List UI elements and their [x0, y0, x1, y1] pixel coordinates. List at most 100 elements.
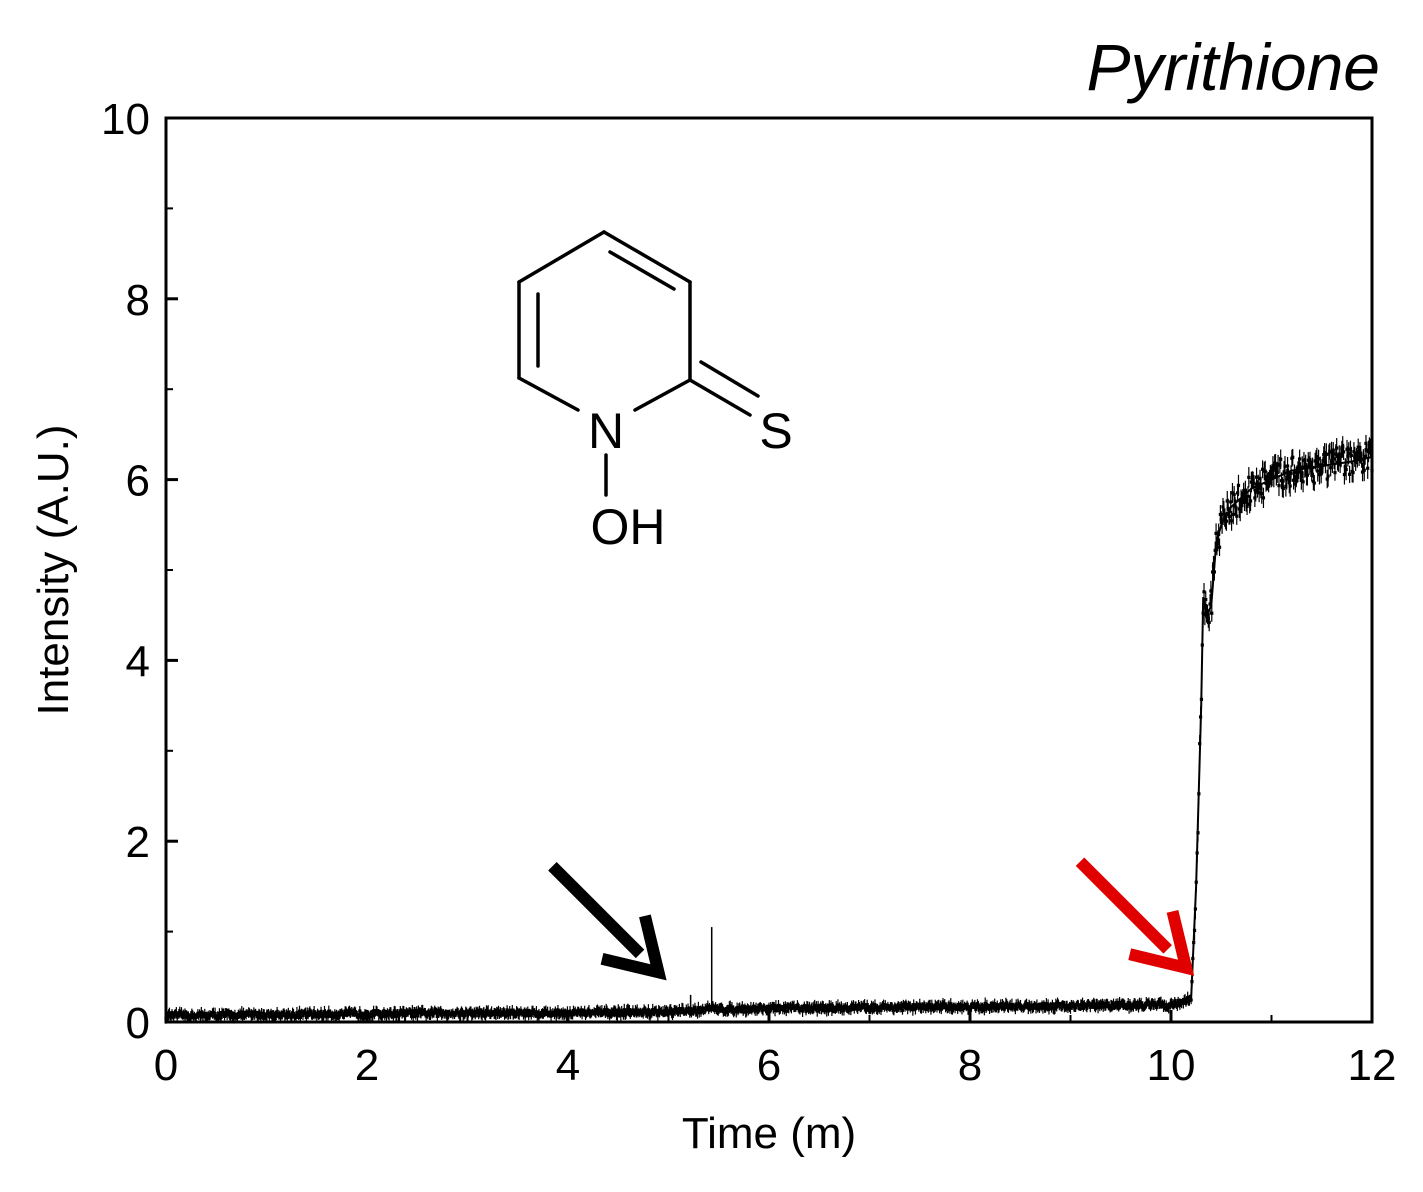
data-point: [523, 1014, 527, 1018]
data-point: [1098, 1004, 1102, 1008]
data-point: [463, 1012, 467, 1016]
data-point: [900, 1005, 904, 1009]
data-point: [1173, 1001, 1178, 1005]
data-point: [1123, 1002, 1127, 1007]
data-point: [1045, 1005, 1049, 1009]
data-point: [278, 1016, 283, 1020]
data-point: [736, 1010, 740, 1014]
data-point: [739, 1007, 744, 1011]
data-point: [1321, 463, 1325, 467]
data-point: [1251, 478, 1255, 482]
data-point: [645, 1013, 650, 1017]
data-point: [1038, 1004, 1042, 1008]
data-point: [1255, 487, 1260, 491]
data-point: [1198, 715, 1203, 719]
data-point: [1108, 1006, 1112, 1010]
data-point: [554, 1013, 558, 1017]
data-point: [873, 1003, 877, 1007]
data-point: [1050, 1002, 1055, 1006]
data-point: [260, 1015, 265, 1019]
data-point: [766, 1006, 770, 1010]
data-point: [1173, 999, 1177, 1003]
data-point: [976, 1004, 980, 1009]
data-point: [696, 1006, 700, 1010]
data-point: [1242, 500, 1247, 504]
data-point: [931, 1004, 935, 1009]
data-point: [935, 1005, 939, 1009]
bond-double-inner: [608, 250, 676, 291]
data-point: [260, 1011, 264, 1016]
data-point: [1232, 492, 1236, 497]
data-point: [1297, 466, 1301, 470]
data-point: [1256, 482, 1260, 486]
data-point: [1254, 490, 1258, 494]
data-point: [1136, 1000, 1140, 1005]
data-point: [347, 1009, 352, 1013]
data-point: [579, 1008, 583, 1012]
data-point: [947, 1003, 951, 1007]
data-point: [959, 1003, 963, 1007]
data-point: [544, 1009, 548, 1013]
data-point: [165, 1011, 169, 1015]
data-point: [497, 1013, 501, 1017]
data-point: [909, 1006, 913, 1010]
data-point: [358, 1009, 362, 1013]
data-point: [1317, 473, 1322, 477]
data-point: [333, 1011, 337, 1015]
data-point: [196, 1012, 200, 1016]
data-point: [434, 1008, 438, 1013]
bond: [517, 376, 580, 412]
data-point: [252, 1010, 256, 1014]
data-point: [743, 1004, 747, 1009]
data-point: [1253, 496, 1257, 500]
data-point: [518, 1011, 522, 1015]
data-point: [1288, 484, 1292, 488]
data-point: [1017, 1002, 1021, 1007]
data-point: [1252, 481, 1256, 485]
data-point: [1114, 1000, 1118, 1005]
data-point: [745, 1010, 749, 1014]
data-point: [1344, 467, 1348, 472]
data-point: [253, 1010, 258, 1014]
data-point: [1189, 998, 1193, 1002]
data-point: [507, 1013, 511, 1017]
data-point: [821, 1004, 825, 1008]
data-point: [654, 1009, 658, 1013]
data-point: [1303, 466, 1307, 470]
data-point: [369, 1011, 373, 1016]
data-point: [995, 1003, 999, 1007]
data-point: [1191, 956, 1195, 961]
data-point: [1231, 512, 1235, 517]
data-point: [306, 1013, 310, 1017]
data-point: [1316, 469, 1320, 473]
sulfur-atom: S: [759, 403, 792, 459]
data-point: [813, 1006, 818, 1010]
data-point: [191, 1013, 195, 1017]
data-point: [303, 1011, 308, 1015]
data-point: [990, 1005, 994, 1010]
data-point: [1069, 1002, 1073, 1006]
data-point: [984, 1006, 988, 1010]
data-point: [179, 1011, 184, 1015]
data-point: [199, 1011, 203, 1015]
black-arrow: [548, 861, 667, 981]
data-point: [583, 1009, 587, 1013]
data-point: [751, 1004, 756, 1008]
data-point: [878, 1005, 882, 1009]
data-point: [409, 1011, 413, 1015]
data-point: [1258, 476, 1262, 480]
data-point: [1217, 532, 1221, 536]
data-point: [1272, 475, 1276, 479]
data-point: [813, 1003, 817, 1007]
data-point: [565, 1010, 570, 1014]
data-point: [1238, 509, 1242, 514]
data-point: [547, 1012, 551, 1016]
y-tick-label: 0: [126, 999, 150, 1048]
data-point: [864, 1008, 868, 1012]
data-point: [602, 1008, 607, 1012]
data-point: [489, 1012, 493, 1016]
data-point: [247, 1010, 252, 1015]
data-point: [1070, 1004, 1074, 1009]
data-point: [1186, 995, 1190, 1000]
